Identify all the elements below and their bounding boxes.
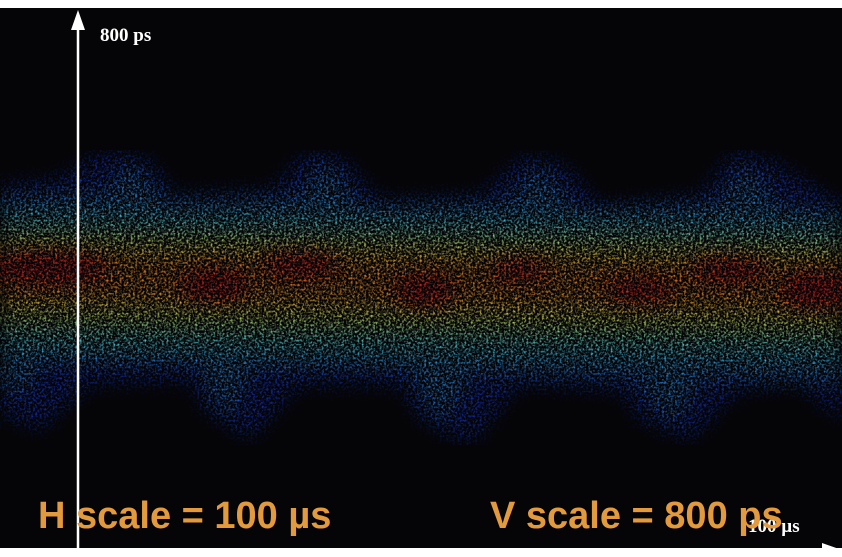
page: {"axis_labels": {"vertical": "800 ps", "… — [0, 0, 842, 557]
v-scale-caption: V scale = 800 ps — [490, 495, 783, 537]
h-scale-caption: H scale = 100 µs — [38, 495, 331, 537]
vertical-axis-label: 800 ps — [100, 25, 151, 46]
streak-image: 800 ps H scale = 100 µs 100 µs V scale =… — [0, 0, 842, 557]
